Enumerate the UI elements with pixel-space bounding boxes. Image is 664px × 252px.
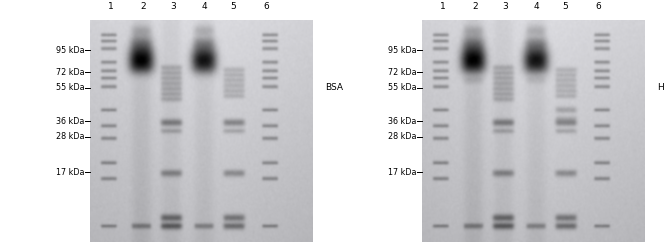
- Text: 36 kDa: 36 kDa: [56, 117, 84, 125]
- Text: 95 kDa: 95 kDa: [388, 46, 416, 55]
- Text: 55 kDa: 55 kDa: [56, 83, 84, 92]
- Text: 3: 3: [170, 2, 176, 11]
- Text: BSA: BSA: [325, 83, 343, 92]
- Text: 17 kDa: 17 kDa: [388, 168, 416, 177]
- Text: 28 kDa: 28 kDa: [388, 132, 416, 141]
- Text: 1: 1: [108, 2, 114, 11]
- Text: 5: 5: [562, 2, 568, 11]
- Text: 2: 2: [140, 2, 146, 11]
- Text: 72 kDa: 72 kDa: [388, 68, 416, 77]
- Text: 5: 5: [230, 2, 236, 11]
- Text: 2: 2: [472, 2, 478, 11]
- Text: 6: 6: [596, 2, 602, 11]
- Text: 3: 3: [502, 2, 508, 11]
- Text: 4: 4: [201, 2, 207, 11]
- Text: 28 kDa: 28 kDa: [56, 132, 84, 141]
- Text: 4: 4: [533, 2, 539, 11]
- Text: HSA: HSA: [657, 83, 664, 92]
- Text: 72 kDa: 72 kDa: [56, 68, 84, 77]
- Text: 17 kDa: 17 kDa: [56, 168, 84, 177]
- Text: 95 kDa: 95 kDa: [56, 46, 84, 55]
- Text: 36 kDa: 36 kDa: [388, 117, 416, 125]
- Text: 55 kDa: 55 kDa: [388, 83, 416, 92]
- Text: 1: 1: [440, 2, 446, 11]
- Text: 6: 6: [264, 2, 270, 11]
